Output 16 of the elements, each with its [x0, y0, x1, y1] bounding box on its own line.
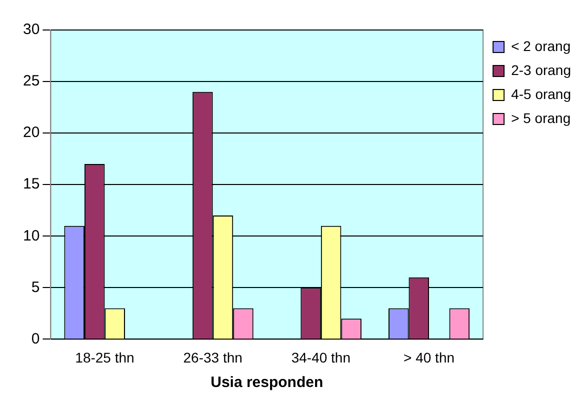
x-tick-label: 18-25 thn: [75, 349, 134, 366]
y-tick-label: 25: [22, 72, 40, 90]
legend-label: 4-5 orang: [511, 86, 572, 102]
x-tick-label: 34-40 thn: [291, 349, 351, 366]
x-axis-title: Usia responden: [210, 374, 324, 392]
y-tick-label: 15: [22, 176, 40, 193]
y-tick-label: 10: [22, 227, 40, 244]
y-tick-label: 20: [22, 124, 40, 142]
legend-label: 2-3 orang: [511, 62, 572, 78]
legend-label: > 5 orang: [511, 110, 571, 126]
legend-label: < 2 orang: [511, 38, 571, 54]
x-tick-label: 26-33 thn: [183, 349, 242, 366]
y-tick-label: 5: [31, 278, 40, 296]
x-tick-label: > 40 thn: [404, 349, 455, 366]
y-tick-label: 30: [22, 21, 40, 38]
y-tick-label: 0: [31, 330, 40, 348]
